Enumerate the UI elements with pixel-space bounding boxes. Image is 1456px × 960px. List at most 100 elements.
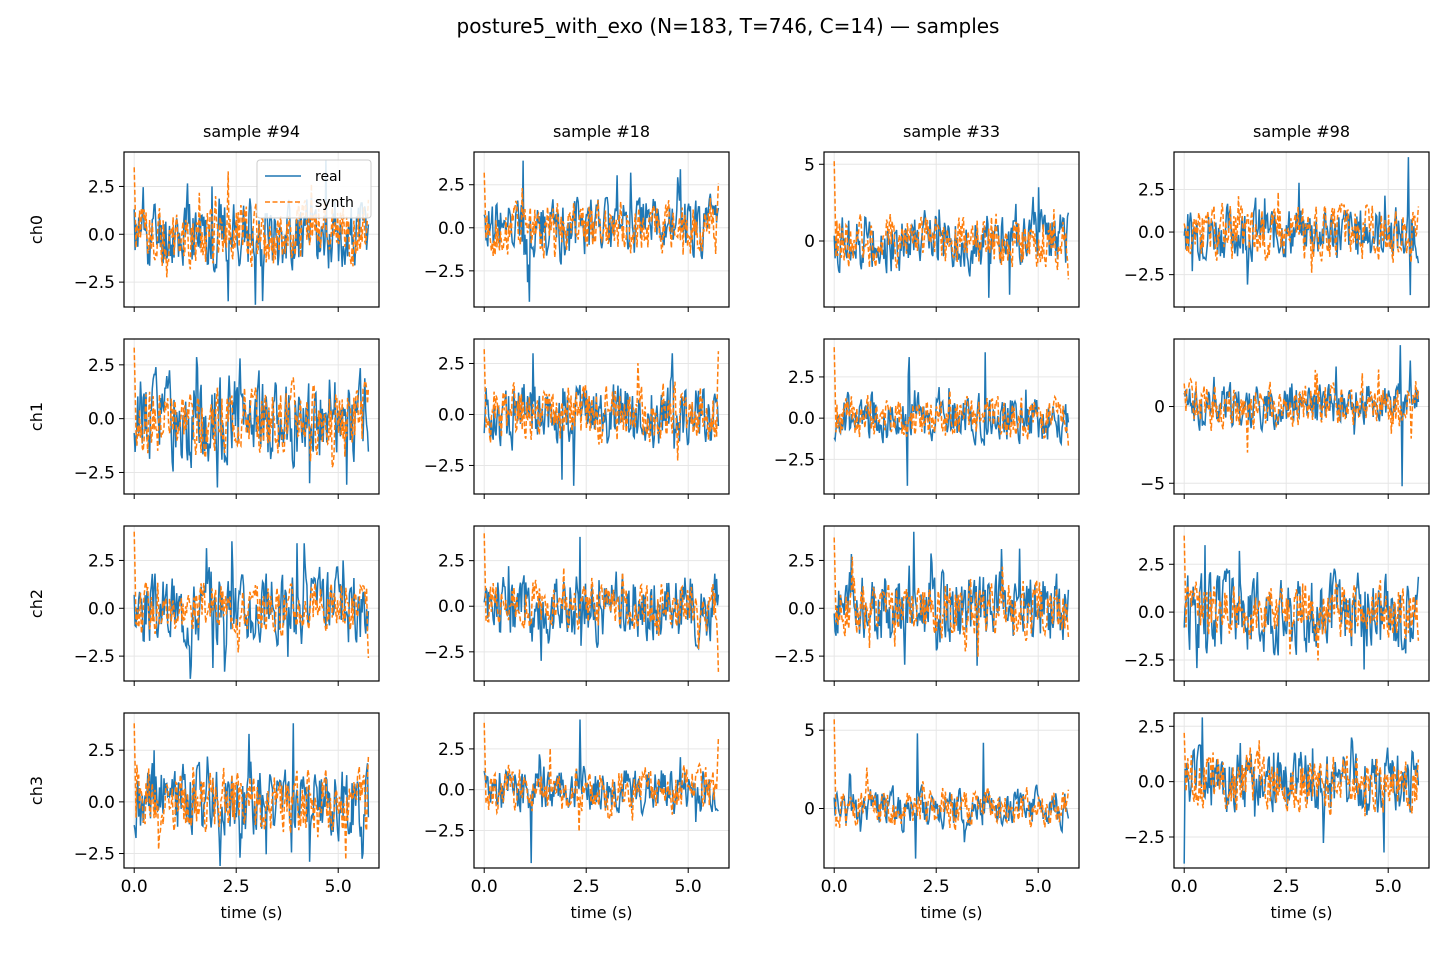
series-line-synth	[1183, 192, 1420, 273]
row-label: ch1	[27, 402, 46, 431]
y-tick-label: 0.0	[88, 599, 115, 619]
y-tick-label: −2.5	[74, 845, 115, 865]
panel-frame	[123, 712, 380, 869]
y-tick-label: 0.0	[788, 409, 815, 429]
panel-frame	[1173, 151, 1430, 308]
y-tick-label: −2.5	[1124, 651, 1165, 671]
y-tick-label: −2.5	[774, 450, 815, 470]
series-line-synth	[1183, 369, 1420, 453]
series-line-synth	[483, 533, 720, 672]
series-line-synth	[833, 537, 1070, 657]
y-tick-label: −2.5	[424, 456, 465, 476]
x-axis-label: time (s)	[570, 903, 632, 922]
y-tick-label: 2.5	[438, 740, 465, 760]
y-tick-label: 2.5	[788, 551, 815, 571]
row-label: ch3	[27, 776, 46, 805]
x-tick-label: 5.0	[1375, 877, 1402, 897]
series-line-real	[483, 536, 720, 661]
series-line-real	[133, 357, 370, 488]
y-tick-label: 2.5	[438, 354, 465, 374]
y-tick-label: −2.5	[74, 273, 115, 293]
y-tick-label: −2.5	[424, 821, 465, 841]
panel-2-3: −2.5 0.0 2.5	[1124, 525, 1430, 686]
panel-frame	[473, 338, 730, 495]
y-tick-label: 2.5	[1138, 180, 1165, 200]
y-tick-label: 2.5	[88, 551, 115, 571]
y-tick-label: −2.5	[74, 647, 115, 667]
series-line-synth	[483, 722, 720, 832]
y-tick-label: 5	[804, 155, 815, 175]
y-tick-label: 0	[1154, 398, 1165, 418]
series-line-real	[483, 353, 720, 486]
panel-1-2: −2.5 0.0 2.5	[774, 338, 1080, 499]
panel-1-0: −2.5 0.0 2.5 ch1	[27, 338, 380, 499]
y-tick-label: 2.5	[438, 552, 465, 572]
series-line-synth	[133, 347, 370, 468]
panel-frame	[823, 525, 1080, 682]
y-tick-label: 0.0	[438, 219, 465, 239]
y-tick-label: 2.5	[788, 368, 815, 388]
y-tick-label: 0	[804, 800, 815, 820]
panel-2-1: −2.5 0.0 2.5	[424, 525, 730, 686]
y-tick-label: 0.0	[438, 597, 465, 617]
series-line-real	[833, 187, 1070, 298]
series-line-real	[1183, 545, 1420, 670]
panel-frame	[823, 712, 1080, 869]
legend-label-synth: synth	[315, 195, 354, 211]
y-tick-label: 0.0	[1138, 223, 1165, 243]
y-tick-label: 0.0	[1138, 773, 1165, 793]
x-axis-label: time (s)	[1270, 903, 1332, 922]
column-title: sample #18	[553, 122, 650, 141]
y-tick-label: 2.5	[1138, 555, 1165, 575]
legend: real synth	[256, 159, 372, 219]
panel-3-3: −2.5 0.0 2.5 0.0 2.5 5.0 time (s)	[1124, 712, 1430, 922]
x-tick-label: 5.0	[325, 877, 352, 897]
series-line-real	[1183, 345, 1420, 487]
panel-0-2: 0 5 sample #33	[804, 122, 1080, 312]
y-tick-label: 0	[804, 232, 815, 252]
series-line-synth	[133, 531, 370, 659]
panel-0-1: −2.5 0.0 2.5 sample #18	[424, 122, 730, 312]
x-axis-label: time (s)	[220, 903, 282, 922]
y-tick-label: −2.5	[1124, 266, 1165, 286]
y-tick-label: −2.5	[774, 647, 815, 667]
panel-2-2: −2.5 0.0 2.5	[774, 525, 1080, 686]
y-tick-label: −2.5	[424, 262, 465, 282]
series-line-real	[133, 723, 370, 867]
y-tick-label: 0.0	[438, 781, 465, 801]
panel-frame	[473, 712, 730, 869]
row-label: ch2	[27, 589, 46, 618]
series-line-synth	[133, 167, 370, 278]
series-line-real	[833, 531, 1070, 666]
y-tick-label: 0.0	[88, 225, 115, 245]
legend-box	[256, 159, 372, 219]
y-tick-label: −2.5	[424, 643, 465, 663]
panel-frame	[473, 525, 730, 682]
panel-frame	[1173, 525, 1430, 682]
figure-title: posture5_with_exo (N=183, T=746, C=14) —…	[456, 14, 1000, 38]
panel-frame	[123, 338, 380, 495]
panel-frame	[473, 151, 730, 308]
panel-2-0: −2.5 0.0 2.5 ch2	[27, 525, 380, 686]
panel-frame	[123, 151, 380, 308]
x-tick-label: 5.0	[675, 877, 702, 897]
panel-frame	[823, 151, 1080, 308]
panel-3-1: −2.5 0.0 2.5 0.0 2.5 5.0 time (s)	[424, 712, 730, 922]
series-line-synth	[1183, 732, 1420, 817]
series-line-synth	[833, 719, 1070, 831]
x-axis-label: time (s)	[920, 903, 982, 922]
panel-3-0: −2.5 0.0 2.5 0.0 2.5 5.0 time (s) ch3	[27, 712, 380, 922]
panel-frame	[1173, 338, 1430, 495]
column-title: sample #98	[1253, 122, 1350, 141]
series-line-real	[483, 160, 720, 302]
x-tick-label: 2.5	[573, 877, 600, 897]
y-tick-label: 5	[804, 721, 815, 741]
x-tick-label: 0.0	[471, 877, 498, 897]
y-tick-label: 2.5	[88, 356, 115, 376]
series-line-synth	[833, 161, 1070, 280]
panel-3-2: 0 5 0.0 2.5 5.0 time (s)	[804, 712, 1080, 922]
panel-frame	[123, 525, 380, 682]
y-tick-label: 0.0	[438, 405, 465, 425]
panel-1-3: −5 0	[1140, 338, 1430, 499]
panel-0-0: −2.5 0.0 2.5 sample #94 ch0 real synth	[27, 122, 380, 312]
